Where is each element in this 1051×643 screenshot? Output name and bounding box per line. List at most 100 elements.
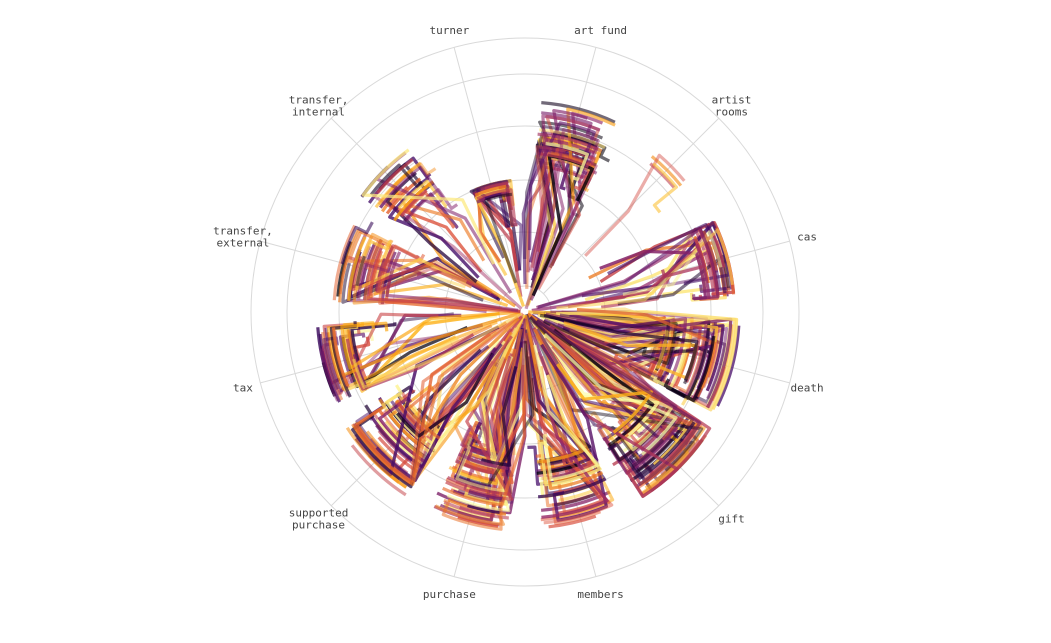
label-layer: turner art fund artist rooms cas death gift mem…	[213, 24, 823, 601]
strand-transfer_internal-7	[388, 185, 483, 273]
grid-ring-5	[286, 73, 764, 551]
category-label-purchase: purchase	[423, 588, 476, 601]
strand-tax-29	[352, 353, 369, 389]
strand-transfer_internal-24	[361, 148, 496, 265]
strand-gift-58	[640, 422, 669, 452]
strand-art_fund-42	[544, 141, 589, 181]
grid-ring-4	[338, 125, 712, 499]
strand-purchase-52	[453, 474, 492, 489]
strand-tax-26	[345, 333, 475, 391]
strand-cas-24	[702, 230, 719, 271]
strand-transfer_internal-17	[385, 177, 422, 215]
strand-transfer_external-26	[378, 244, 511, 313]
strand-art_fund-30	[537, 107, 616, 283]
strand-gift-59	[536, 319, 702, 488]
strand-purchase-38	[446, 355, 512, 496]
strand-purchase-51	[460, 356, 506, 457]
strand-transfer_internal-16	[374, 161, 422, 209]
strand-art_fund-38	[550, 151, 592, 167]
category-label-members: members	[577, 588, 623, 601]
strand-tax-19	[324, 327, 344, 393]
strand-members-27	[524, 340, 599, 507]
spoke-turner	[453, 47, 519, 288]
strand-cas-25	[556, 228, 734, 310]
strand-purchase-42	[451, 347, 525, 486]
strand-cas-16	[567, 232, 726, 309]
category-label-gift: gift	[718, 512, 745, 525]
strand-supported_purchase-44	[345, 426, 400, 484]
strand-transfer_external-35	[340, 221, 374, 265]
strand-art_fund-17	[541, 101, 616, 124]
strand-transfer_external-8	[341, 262, 484, 304]
strand-members-32	[551, 506, 602, 525]
strand-transfer_external-27	[347, 236, 367, 301]
strand-transfer_external-13	[347, 231, 473, 289]
strand-members-41	[533, 363, 609, 519]
strand-purchase-40	[441, 328, 523, 531]
strand-purchase-55	[457, 318, 527, 468]
strand-tax-32	[352, 312, 523, 389]
strand-purchase-10	[457, 515, 499, 528]
strand-cas-27	[691, 227, 720, 301]
strand-tax-20	[326, 320, 498, 391]
category-label-tax: tax	[233, 382, 253, 395]
strand-art_fund-43	[524, 128, 600, 310]
strand-death-57	[543, 313, 699, 382]
category-label-transfer_external: transfer, external	[213, 224, 273, 249]
strand-tax-17	[321, 362, 337, 397]
strand-purchase-50	[442, 364, 526, 507]
strand-art_fund-45	[532, 114, 601, 273]
strand-transfer_external-32	[385, 251, 519, 312]
strand-art_fund-32	[541, 111, 593, 137]
strand-transfer_external-33	[368, 250, 383, 296]
strand-members-26	[548, 514, 597, 529]
strand-tax-12	[322, 312, 439, 395]
strand-supported_purchase-49	[351, 315, 519, 486]
strand-purchase-33	[467, 328, 525, 514]
grid-layer	[250, 37, 800, 587]
strand-members-44	[537, 477, 607, 499]
category-label-artist_rooms: artist rooms	[712, 94, 752, 119]
strand-tax-31	[340, 310, 521, 370]
strand-tax-14	[321, 331, 344, 401]
strand-gift-45	[635, 422, 703, 491]
strand-supported_purchase-45	[375, 343, 503, 482]
strand-transfer_internal-14	[379, 165, 445, 209]
strand-supported_purchase-34	[350, 444, 407, 497]
strand-purchase-46	[480, 365, 518, 467]
category-label-supported_purchase: supported purchase	[289, 506, 349, 531]
strand-death-29	[716, 325, 741, 407]
strand-death-58	[663, 335, 716, 402]
strand-supported_purchase-30	[388, 317, 520, 446]
category-label-cas: cas	[797, 230, 817, 243]
strand-transfer_internal-25	[376, 158, 414, 195]
strand-death-47	[691, 366, 726, 409]
strand-death-20	[551, 324, 729, 400]
category-label-transfer_internal: transfer, internal	[289, 94, 349, 119]
strand-gift-56	[532, 327, 679, 498]
strand-transfer_internal-23	[369, 163, 424, 196]
strand-death-59	[559, 313, 711, 380]
strand-tax-24	[319, 348, 340, 402]
strand-turner-27	[484, 192, 518, 284]
strand-tax-33	[331, 327, 350, 387]
strand-artist_rooms-3	[652, 162, 678, 214]
strand-cas-29	[660, 238, 707, 278]
strand-gift-57	[556, 363, 653, 434]
strand-purchase-54	[455, 445, 505, 493]
strand-gift-52	[529, 315, 664, 469]
strand-death-53	[545, 312, 688, 386]
strand-turner-21	[476, 188, 518, 227]
strand-transfer_internal-19	[399, 189, 428, 218]
strand-art_fund-35	[537, 132, 599, 151]
strand-supported_purchase-32	[351, 348, 482, 489]
strand-artist_rooms-0	[650, 155, 683, 187]
strand-transfer_external-24	[351, 255, 493, 295]
category-label-art_fund: art fund	[574, 24, 627, 37]
strand-death-48	[556, 310, 739, 411]
strand-art_fund-34	[529, 109, 588, 301]
strand-turner-24	[484, 181, 509, 191]
strand-transfer_external-5	[332, 224, 357, 301]
